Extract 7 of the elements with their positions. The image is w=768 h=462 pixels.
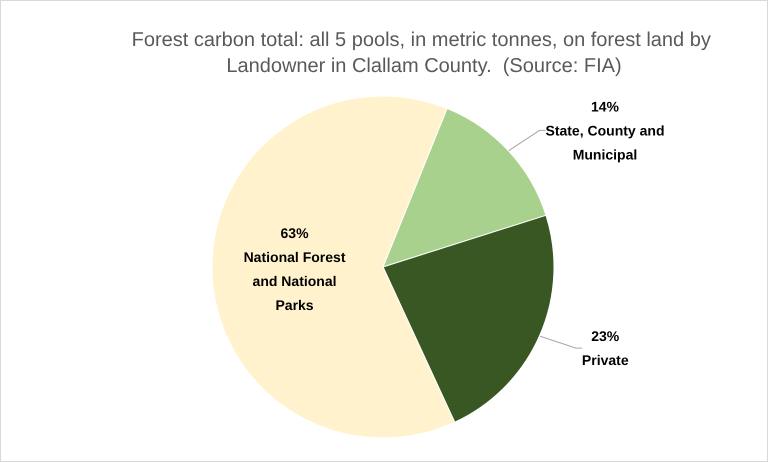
slice-label: Private — [582, 352, 629, 368]
chart-title: Forest carbon total: all 5 pools, in metric tonnes, on forest land by Landowner in Clallam County. (Source: FIA) — [132, 29, 716, 77]
data-label: 14% — [590, 98, 620, 114]
slice-label: National Forest and National Parks — [244, 249, 346, 314]
slice-label: State, County and Municipal — [545, 122, 664, 162]
data-label: 23% — [591, 328, 620, 344]
data-label: 63% — [280, 225, 310, 242]
